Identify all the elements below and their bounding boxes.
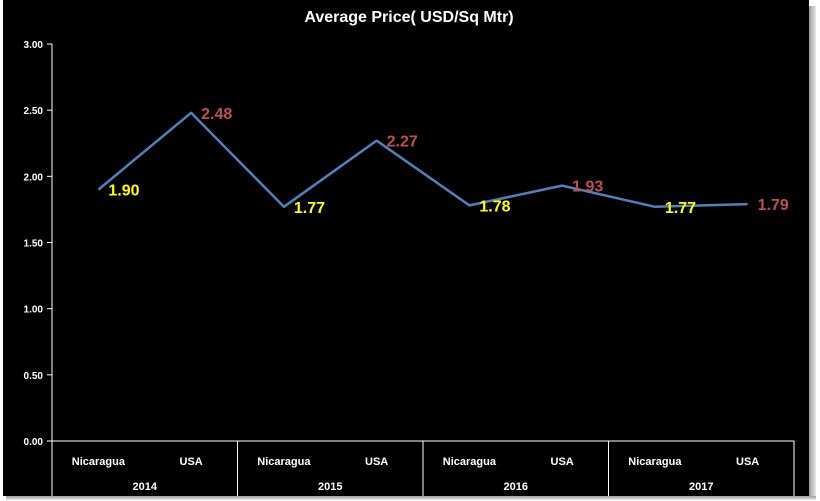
y-tick-label: 0.00 bbox=[24, 437, 44, 448]
y-tick-label: 1.00 bbox=[24, 305, 44, 316]
x-category-label: USA bbox=[551, 456, 574, 468]
frame-shadow-bottom bbox=[6, 496, 816, 500]
x-category-label: USA bbox=[365, 456, 388, 468]
data-label: 1.90 bbox=[108, 183, 139, 200]
x-category-label: Nicaragua bbox=[72, 456, 126, 468]
data-label: 1.79 bbox=[758, 197, 789, 214]
y-tick-label: 2.50 bbox=[24, 106, 44, 117]
x-year-label: 2015 bbox=[318, 481, 342, 493]
data-label: 1.77 bbox=[665, 200, 696, 217]
y-tick-label: 1.50 bbox=[24, 239, 44, 250]
data-labels: 1.90 2.48 1.77 2.27 1.78 1.93 1.77 1.79 bbox=[108, 106, 788, 217]
data-label: 2.27 bbox=[387, 134, 418, 151]
x-category-label: USA bbox=[736, 456, 759, 468]
data-label: 1.93 bbox=[572, 179, 603, 196]
x-category-label: Nicaragua bbox=[257, 456, 311, 468]
data-label: 2.48 bbox=[201, 106, 232, 123]
chart-area: Average Price( USD/Sq Mtr) 0.00 0.50 1.00 1… bbox=[3, 0, 809, 496]
x-year-label: 2016 bbox=[504, 481, 528, 493]
axes: 0.00 0.50 1.00 1.50 2.00 2.50 3.00 Nicaragua USA… bbox=[24, 40, 794, 496]
x-year-label: 2014 bbox=[133, 481, 158, 493]
x-category-label: USA bbox=[180, 456, 203, 468]
x-category-label: Nicaragua bbox=[628, 456, 682, 468]
y-tick-label: 2.00 bbox=[24, 172, 44, 183]
x-year-label: 2017 bbox=[689, 481, 713, 493]
y-tick-label: 3.00 bbox=[24, 40, 44, 51]
y-tick-label: 0.50 bbox=[24, 371, 44, 382]
line-chart: Average Price( USD/Sq Mtr) 0.00 0.50 1.00 1… bbox=[3, 0, 809, 496]
series-line-layer bbox=[98, 113, 747, 207]
chart-title: Average Price( USD/Sq Mtr) bbox=[304, 9, 513, 26]
series-line bbox=[98, 113, 747, 207]
data-label: 1.77 bbox=[294, 200, 325, 217]
frame-shadow-right bbox=[809, 6, 816, 500]
data-label: 1.78 bbox=[479, 198, 510, 215]
x-category-label: Nicaragua bbox=[443, 456, 497, 468]
